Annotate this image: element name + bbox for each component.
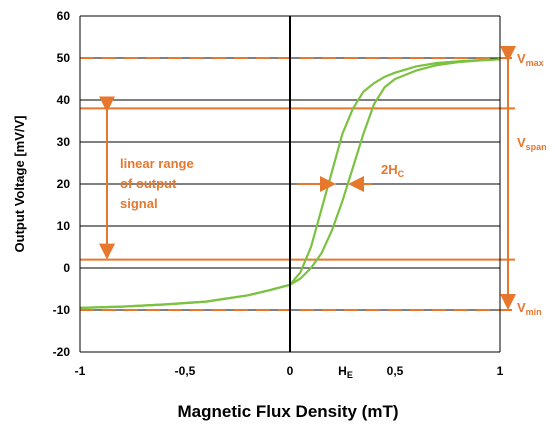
x-axis-title: Magnetic Flux Density (mT) [177, 402, 398, 421]
x-tick-label: -0,5 [175, 364, 196, 378]
linear-range-label: of output [120, 176, 177, 191]
vmin-label: Vmin [517, 300, 542, 317]
y-tick-label: 60 [57, 9, 71, 23]
annotations: linear range of output signal 2HC HE Vmax Vspa… [99, 46, 547, 380]
y-tick-label: -20 [53, 345, 71, 359]
he-tick-label: HE [338, 364, 353, 380]
x-tick-label: -1 [75, 364, 86, 378]
y-tick-label: 10 [57, 219, 71, 233]
y-tick-label: -10 [53, 303, 71, 317]
x-tick-label: 0,5 [387, 364, 404, 378]
hysteresis-curves [79, 58, 501, 309]
y-tick-label: 20 [57, 177, 71, 191]
y-axis-title: Output Voltage [mV/V] [12, 116, 27, 253]
vmax-label: Vmax [517, 51, 544, 68]
vspan-label: Vspan [517, 135, 547, 152]
y-tick-label: 50 [57, 51, 71, 65]
y-tick-label: 40 [57, 93, 71, 107]
x-tick-label: 1 [497, 364, 504, 378]
linear-range-label: linear range [120, 156, 194, 171]
y-tick-label: 30 [57, 135, 71, 149]
y-tick-label: 0 [63, 261, 70, 275]
coercive-field-label: 2HC [381, 162, 405, 179]
x-tick-label: 0 [287, 364, 294, 378]
hysteresis-curve-2 [79, 58, 501, 309]
linear-range-label: signal [120, 196, 158, 211]
reference-lines [80, 57, 515, 311]
